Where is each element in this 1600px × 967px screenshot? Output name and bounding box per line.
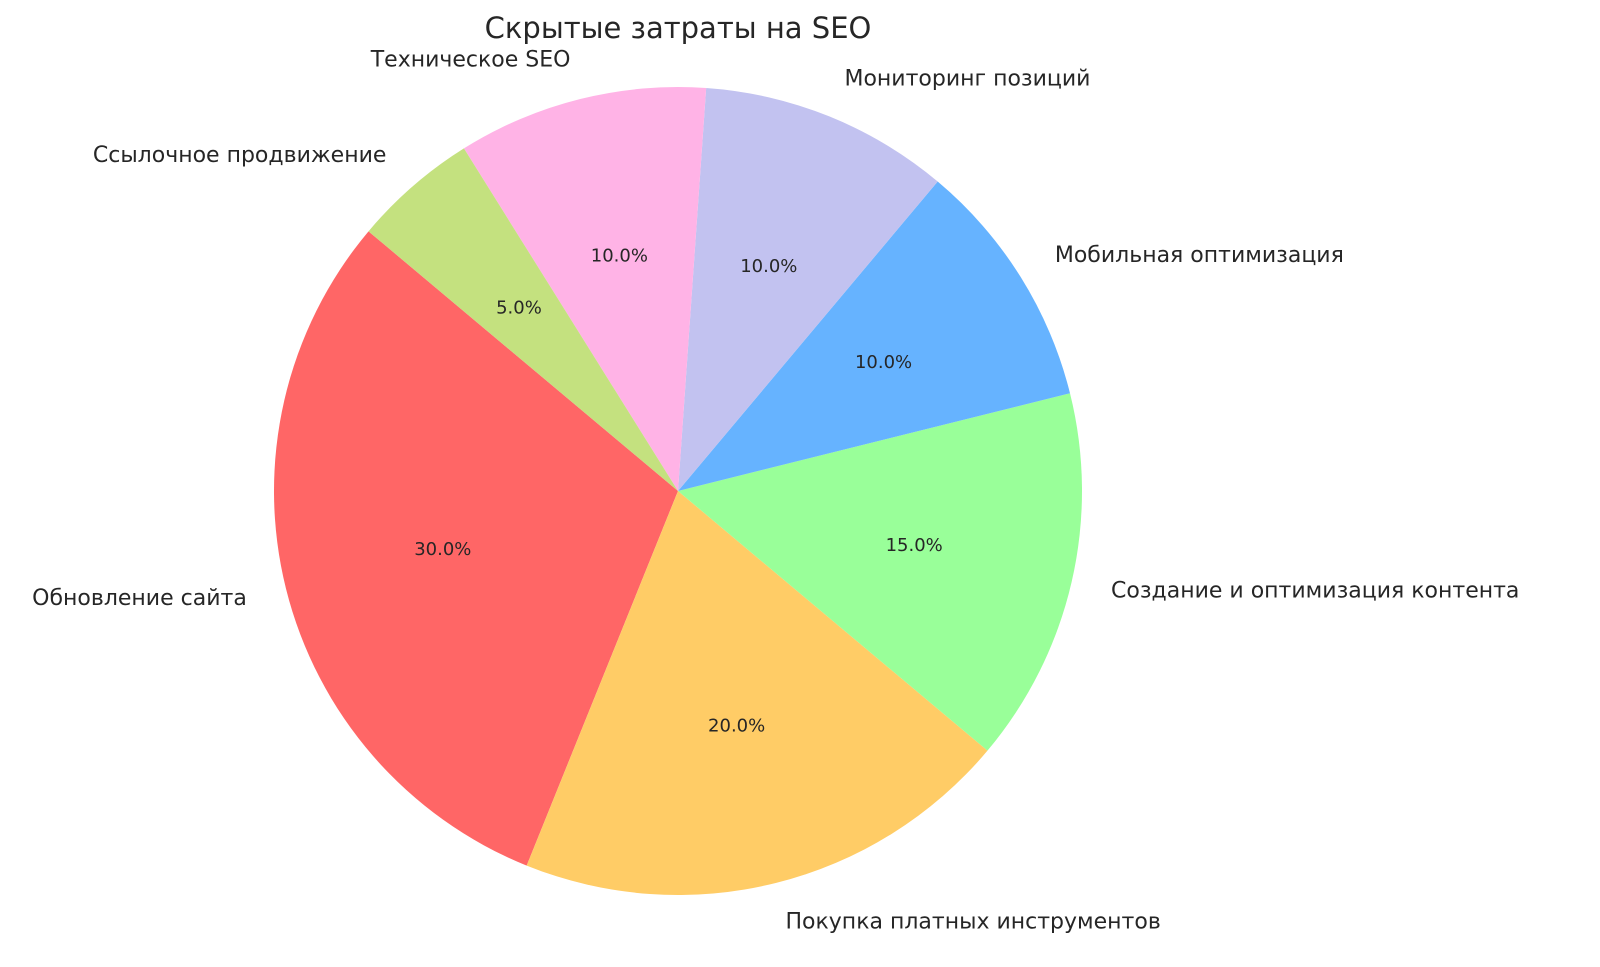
- pie-slice: [273, 231, 678, 866]
- pie-slice: [526, 491, 988, 895]
- pie-labels: Обновление сайта 30.0% Покупка платных инс…: [32, 47, 1519, 934]
- slice-label: Ссылочное продвижение: [93, 143, 387, 168]
- slice-percent-label: 15.0%: [886, 535, 943, 556]
- slice-label: Мониторинг позиций: [844, 66, 1090, 91]
- slice-label: Обновление сайта: [32, 586, 247, 611]
- slice-percent-label: 10.0%: [740, 256, 797, 277]
- pie-slice: [463, 87, 707, 491]
- pie-slice: [678, 87, 938, 491]
- slice-percent-label: 30.0%: [414, 539, 471, 560]
- slice-label: Создание и оптимизация контента: [1111, 578, 1519, 603]
- slice-label: Техническое SEO: [370, 47, 571, 72]
- slice-percent-label: 10.0%: [591, 245, 648, 266]
- slice-percent-label: 10.0%: [855, 352, 912, 373]
- chart-title: Скрытые затраты на SEO: [485, 11, 872, 45]
- slice-label: Мобильная оптимизация: [1055, 243, 1344, 268]
- pie-slice: [678, 393, 1082, 751]
- pie-slices: [273, 87, 1082, 895]
- pie-slice: [368, 148, 678, 492]
- pie-slice: [678, 181, 1070, 491]
- slice-percent-label: 5.0%: [496, 298, 542, 319]
- slice-percent-label: 20.0%: [708, 716, 765, 737]
- slice-label: Покупка платных инструментов: [786, 910, 1161, 935]
